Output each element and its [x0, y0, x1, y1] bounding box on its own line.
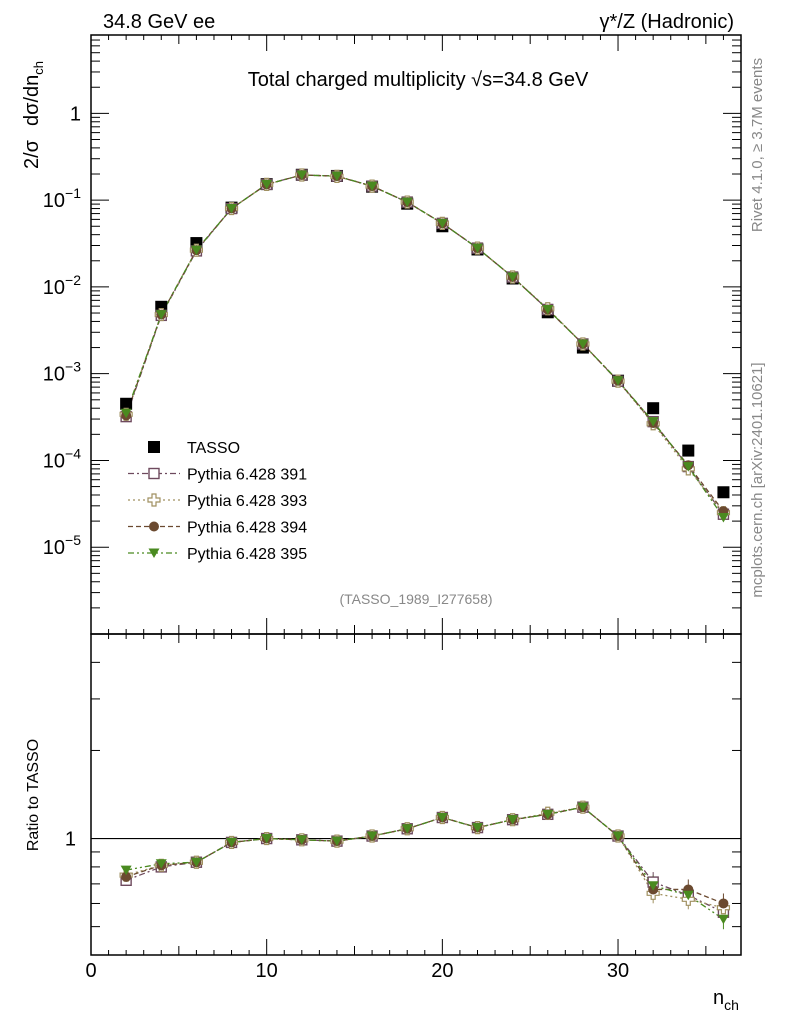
main-data-point [647, 417, 659, 427]
main-data-point [507, 272, 519, 283]
main-data-point [155, 310, 167, 320]
main-data-point [717, 486, 730, 499]
main-data-point [366, 181, 378, 192]
x-tick-label: 20 [431, 960, 453, 982]
main-data-point [717, 513, 729, 523]
ratio-y-tick-label: 1 [65, 829, 76, 851]
ratio-data-point [612, 831, 624, 842]
ratio-data-point [120, 865, 132, 876]
ratio-data-point [261, 834, 273, 844]
ratio-data-point [507, 815, 519, 825]
legend-label: TASSO [187, 440, 240, 457]
main-data-point [682, 462, 694, 472]
main-data-point [331, 171, 343, 182]
ratio-data-point [718, 898, 729, 909]
x-tick-label: 10 [256, 960, 278, 982]
main-data-point [261, 179, 273, 190]
main-y-tick-label: 10−4 [43, 445, 81, 472]
main-y-tick-label: 10−3 [43, 359, 81, 386]
main-data-point [542, 304, 554, 315]
main-y-tick-labels: 1 10−1 10−2 10−3 10−4 10−5 [43, 103, 81, 559]
main-data-point [190, 245, 202, 256]
legend-marker [148, 548, 160, 558]
ratio-data-point [155, 859, 167, 869]
main-data-point [682, 444, 695, 457]
ratio-data-point [647, 881, 659, 891]
ratio-data-point [471, 823, 483, 833]
ratio-y-axis-label: Ratio to TASSO [25, 739, 42, 851]
main-data-point [436, 218, 448, 229]
main-data-point [120, 397, 133, 410]
ratio-data-point [577, 802, 589, 813]
chart-title: Total charged multiplicity √s=34.8 GeV [248, 69, 589, 91]
main-data-point [612, 376, 624, 386]
main-series-lines [125, 174, 724, 518]
ratio-data-point [401, 824, 413, 834]
x-axis-label: nch [713, 987, 739, 1013]
main-y-tick-label: 10−2 [43, 272, 81, 299]
legend-label: Pythia 6.428 391 [187, 467, 307, 484]
header-right: γ*/Z (Hadronic) [600, 11, 734, 33]
main-data-point [647, 402, 660, 415]
ratio-data-point [436, 813, 448, 823]
main-series-line [125, 174, 724, 518]
ratio-data-point [190, 857, 202, 868]
legend: TASSO Pythia 6.428 391 Pythia 6.428 393 Pyt… [128, 440, 307, 563]
header-left: 34.8 GeV ee [103, 11, 215, 33]
ratio-series-markers [119, 800, 731, 925]
main-data-point [226, 204, 238, 214]
main-y-tick-label: 1 [70, 103, 81, 125]
ratio-panel-frame [90, 633, 742, 956]
main-axis-ticks [90, 34, 742, 635]
legend-marker [149, 521, 159, 532]
ratio-data-point [331, 836, 343, 847]
x-tick-label: 30 [607, 960, 629, 982]
main-data-point [401, 197, 413, 208]
ratio-series-line [126, 806, 724, 920]
legend-label: Pythia 6.428 394 [187, 520, 307, 537]
x-tick-label: 0 [85, 960, 96, 982]
legend-label: Pythia 6.428 395 [187, 546, 307, 563]
main-series-markers [119, 168, 731, 523]
rivet-label: Rivet 4.1.0, ≥ 3.7M events [749, 58, 766, 232]
main-y-axis-label: 2/σdσ/dnch [21, 61, 46, 169]
main-data-point [296, 170, 308, 180]
main-data-point [471, 243, 483, 254]
ratio-data-point [717, 914, 729, 925]
main-data-point [577, 339, 589, 349]
ratio-data-point [366, 831, 378, 842]
legend-label: Pythia 6.428 393 [187, 493, 307, 510]
x-tick-labels: 0 10 20 30 [85, 960, 629, 982]
source-label: (TASSO_1989_I277658) [339, 591, 492, 607]
ratio-axis-ticks [90, 633, 742, 956]
legend-marker [148, 467, 160, 480]
ratio-data-point [226, 837, 238, 848]
ratio-data-point [542, 809, 554, 820]
legend-marker [148, 441, 160, 453]
legend-marker [147, 493, 161, 507]
ratio-data-point [682, 890, 694, 901]
ratio-data-point [121, 871, 132, 882]
ratio-data-point [296, 835, 308, 845]
main-y-tick-label: 10−5 [43, 532, 81, 559]
ratio-y-tick-labels: 1 [65, 829, 76, 851]
main-data-point [120, 408, 132, 419]
main-y-tick-label: 10−1 [43, 185, 81, 212]
mcplots-label: mcplots.cern.ch [arXiv:2401.10621] [749, 362, 766, 597]
